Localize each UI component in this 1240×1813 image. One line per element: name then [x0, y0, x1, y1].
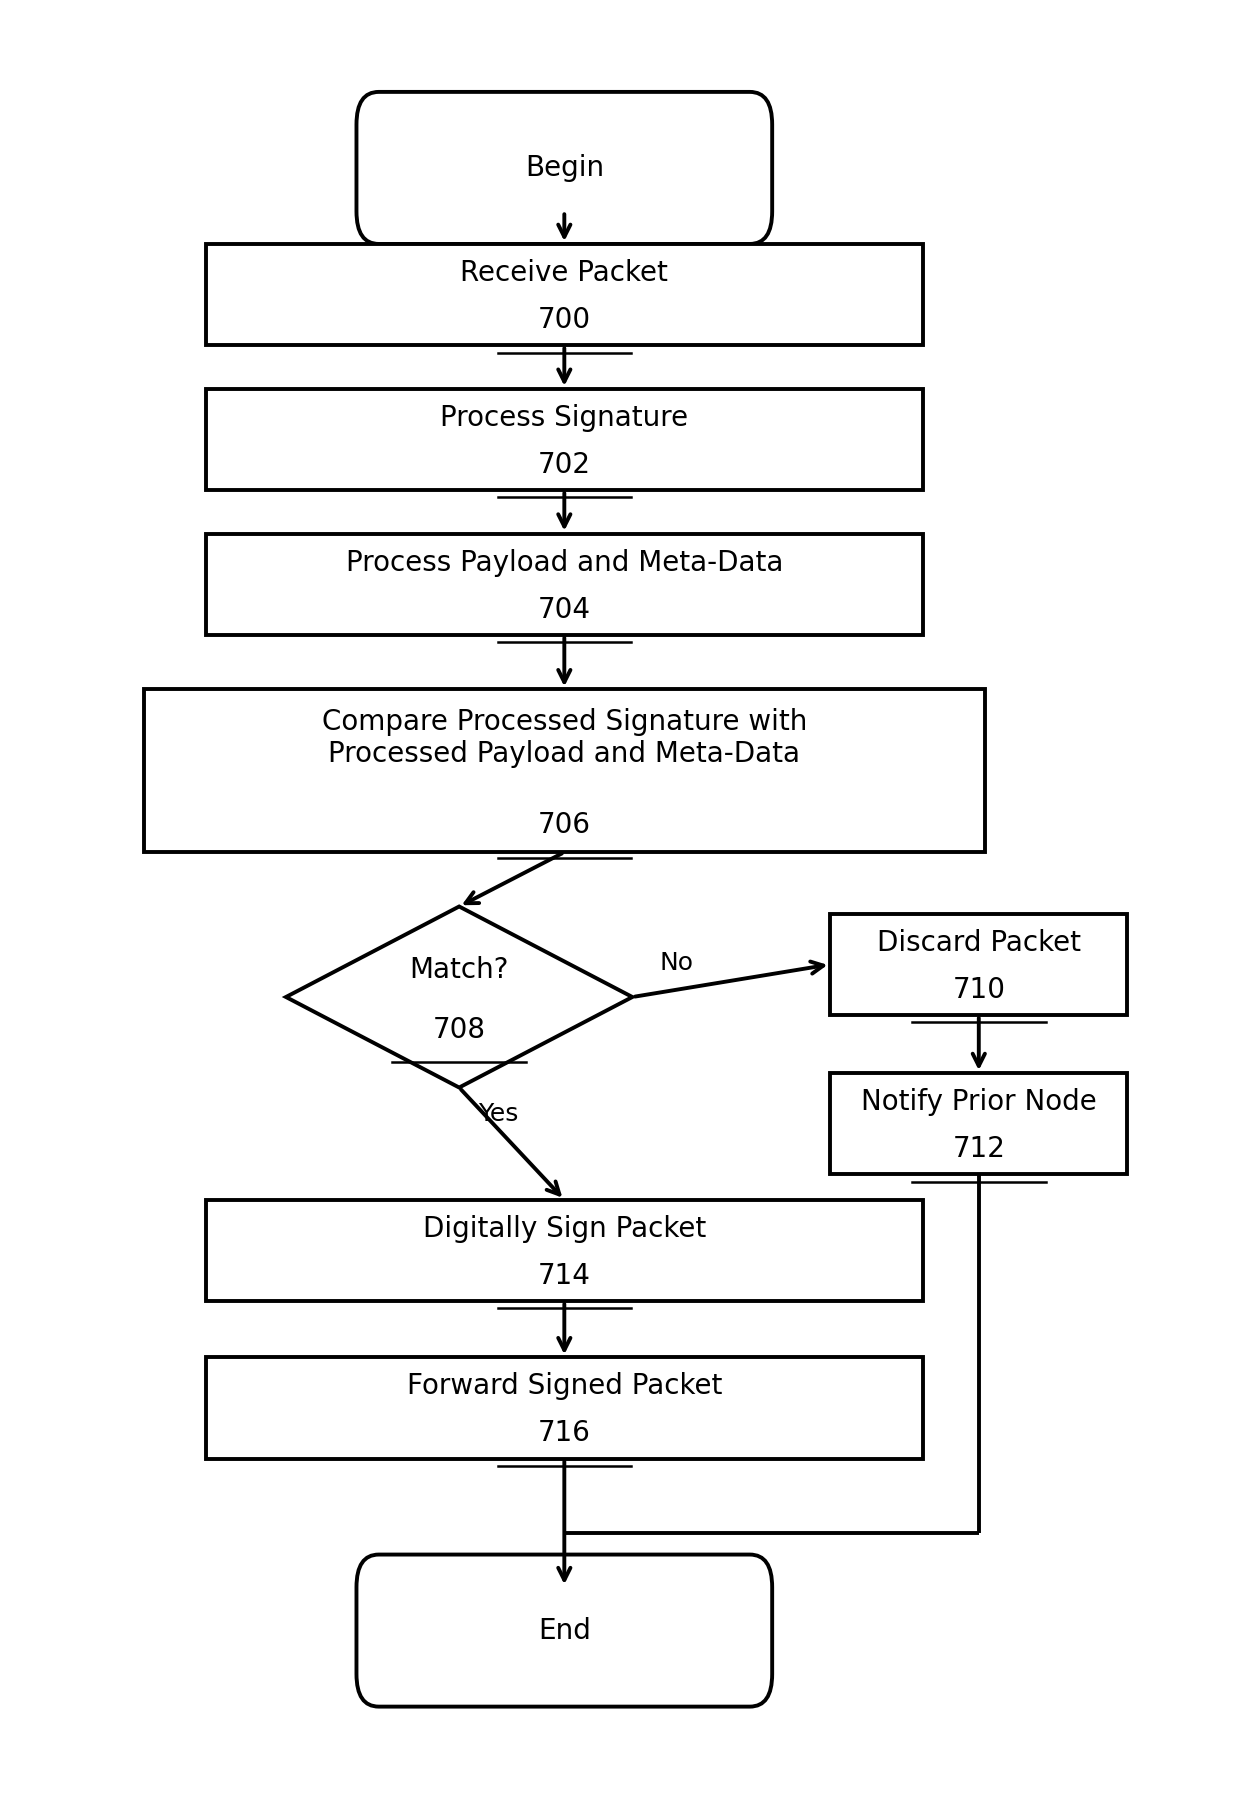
Text: Forward Signed Packet: Forward Signed Packet [407, 1372, 722, 1400]
Text: 706: 706 [538, 810, 590, 839]
Text: No: No [660, 952, 693, 975]
Text: 714: 714 [538, 1262, 590, 1289]
Bar [144, 689, 985, 852]
Text: End: End [538, 1617, 590, 1644]
Text: Notify Prior Node: Notify Prior Node [861, 1088, 1096, 1117]
Bar [206, 1200, 923, 1302]
Text: 710: 710 [952, 975, 1006, 1004]
Bar [831, 914, 1127, 1015]
Text: 704: 704 [538, 596, 590, 624]
FancyBboxPatch shape [356, 1554, 773, 1706]
Text: 716: 716 [538, 1420, 590, 1447]
Text: 702: 702 [538, 451, 590, 479]
Text: 712: 712 [952, 1135, 1006, 1164]
Text: 700: 700 [538, 306, 591, 334]
Bar [206, 388, 923, 490]
Text: Yes: Yes [477, 1102, 518, 1126]
Text: Digitally Sign Packet: Digitally Sign Packet [423, 1215, 706, 1242]
Bar [206, 533, 923, 635]
Text: Process Payload and Meta-Data: Process Payload and Meta-Data [346, 549, 782, 577]
Text: Match?: Match? [409, 955, 508, 984]
Bar [206, 1358, 923, 1459]
Text: Discard Packet: Discard Packet [877, 928, 1081, 957]
Text: Compare Processed Signature with
Processed Payload and Meta-Data: Compare Processed Signature with Process… [321, 707, 807, 769]
Text: Begin: Begin [525, 154, 604, 181]
Bar [206, 245, 923, 344]
FancyBboxPatch shape [356, 92, 773, 245]
Text: Process Signature: Process Signature [440, 404, 688, 431]
Polygon shape [286, 906, 632, 1088]
Text: 708: 708 [433, 1015, 486, 1044]
Bar [831, 1073, 1127, 1175]
Text: Receive Packet: Receive Packet [460, 259, 668, 286]
